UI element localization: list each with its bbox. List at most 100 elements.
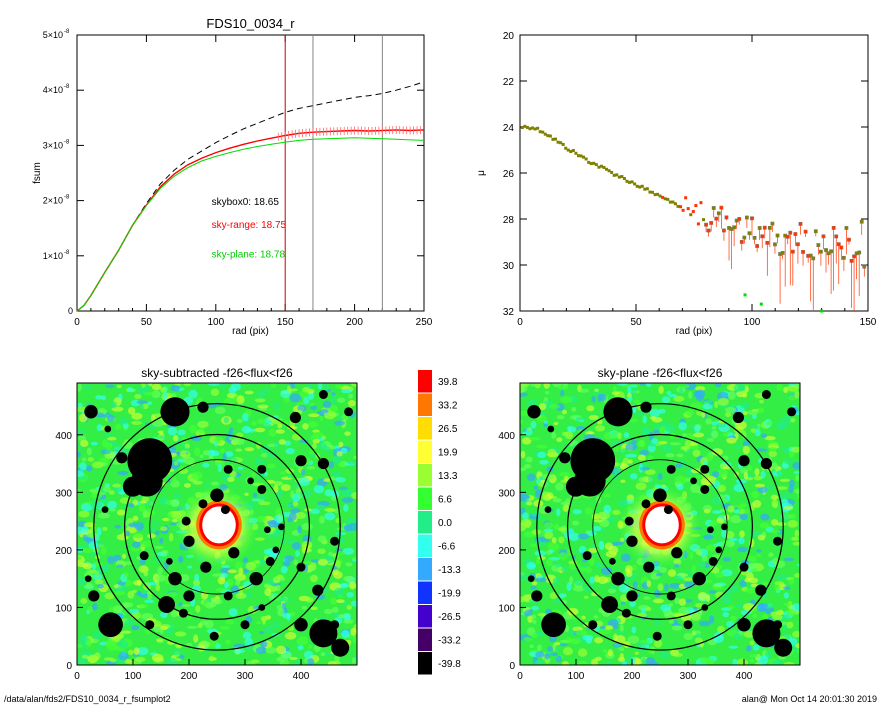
mu-outer-marker (765, 240, 770, 245)
img-left-noise-blob (334, 384, 344, 389)
img-right-noise-blob (562, 409, 567, 415)
img-left-noise-blob (105, 639, 117, 647)
img-left-noise-blob (273, 484, 279, 494)
img-left-noise-blob (278, 439, 286, 445)
img-right-noise-blob (623, 432, 630, 438)
img-right-noise-blob (632, 581, 638, 590)
img-right-noise-blob (521, 431, 527, 437)
img-left-noise-blob (350, 627, 357, 636)
mu-outer-marker (785, 234, 790, 239)
img-left-noise-blob (254, 398, 266, 403)
img-left-noise-blob (235, 448, 243, 452)
img-right-noise-blob (683, 632, 694, 641)
img-right-noise-blob (606, 660, 612, 665)
img-right-mask-source (588, 620, 598, 630)
img-left-noise-blob (87, 639, 92, 648)
img-left-mask-source (240, 620, 250, 630)
img-left-noise-blob (275, 645, 287, 655)
mu-point (684, 196, 688, 200)
mu-point (737, 217, 741, 221)
img-left-x-tick-label: 400 (293, 671, 310, 682)
img-right-noise-blob (529, 644, 534, 648)
img-left-noise-blob (154, 530, 160, 536)
img-right-noise-blob (639, 449, 650, 456)
img-left-mask-source (223, 464, 233, 474)
img-right-noise-blob (563, 647, 573, 656)
img-right-noise-blob (619, 624, 624, 633)
img-left-noise-blob (310, 452, 317, 457)
img-right-noise-blob (531, 632, 538, 639)
img-left-noise-blob (303, 650, 314, 659)
img-left-mask-source (330, 536, 340, 546)
img-right-noise-blob (536, 575, 544, 579)
img-right-noise-blob (769, 529, 781, 534)
img-right-noise-blob (765, 650, 773, 660)
img-right-noise-blob (757, 603, 769, 608)
img-right-noise-blob (551, 537, 557, 544)
mu-point (832, 226, 836, 230)
img-left-noise-blob (161, 482, 167, 487)
img-left-noise-blob (310, 435, 319, 440)
mu-outer-marker (716, 211, 721, 216)
img-left-mask-source (84, 405, 98, 419)
img-right-noise-blob (593, 615, 599, 619)
img-left-noise-blob (87, 654, 98, 664)
img-right-x-tick-label: 300 (680, 671, 697, 682)
img-left-noise-blob (230, 585, 240, 594)
mu-outer-marker (737, 217, 742, 221)
img-right-noise-blob (704, 657, 715, 665)
img-right-noise-blob (783, 586, 791, 590)
img-left-noise-blob (320, 652, 326, 657)
mu-point (574, 151, 578, 155)
img-right-noise-blob (683, 581, 695, 589)
img-left-noise-blob (345, 562, 353, 567)
img-right-noise-blob (575, 416, 586, 421)
img-right-noise-blob (576, 660, 589, 665)
img-right-noise-blob (520, 392, 528, 397)
mu-point (837, 242, 841, 246)
img-right-noise-blob (783, 661, 795, 665)
mu-outer-marker (813, 229, 818, 234)
img-left-noise-blob (172, 649, 183, 655)
img-right-noise-blob (765, 421, 772, 426)
img-right-mask-source (643, 561, 655, 573)
colorbar-label-7: -6.6 (438, 541, 456, 552)
img-left-noise-blob (317, 548, 326, 555)
img-right-noise-blob (639, 639, 651, 644)
mu-point (656, 192, 660, 196)
img-left-noise-blob (77, 643, 83, 649)
img-right-noise-blob (545, 558, 553, 567)
img-right-noise-blob (792, 630, 800, 638)
img-left-noise-blob (322, 383, 330, 391)
img-right-noise-blob (565, 498, 571, 507)
img-right-noise-blob (665, 611, 676, 617)
img-left-noise-blob (117, 639, 129, 649)
img-left-noise-blob (324, 508, 336, 512)
img-right-noise-blob (774, 583, 781, 592)
img-left-noise-blob (303, 396, 310, 405)
fsum-y-tick-mantissa: 0 (68, 306, 73, 316)
img-right-noise-blob (527, 399, 537, 407)
img-left-noise-blob (106, 414, 115, 422)
img-left-noise-blob (280, 653, 292, 658)
img-right-mask-source (544, 506, 552, 513)
img-right-noise-blob (730, 515, 742, 524)
mu-point (768, 226, 772, 230)
img-left-noise-blob (298, 477, 311, 487)
img-right-noise-blob (725, 412, 732, 418)
img-left-noise-blob (87, 606, 94, 613)
mu-outer-marker (767, 225, 772, 230)
img-right-noise-blob (680, 445, 690, 451)
img-right-noise-blob (618, 448, 627, 454)
mu-y-axis-label: μ (476, 170, 487, 176)
fsum-y-tick-mantissa: 3×10 (43, 140, 63, 150)
img-right-noise-blob (524, 519, 532, 529)
img-right-noise-blob (579, 567, 586, 573)
img-left-noise-blob (103, 432, 113, 436)
img-right-mask-source (715, 546, 723, 554)
img-left-noise-blob (310, 606, 318, 611)
img-right-noise-blob (544, 653, 551, 660)
mu-outer-marker (780, 251, 785, 255)
mu-outer-marker (775, 233, 780, 238)
img-right-noise-blob (653, 638, 663, 648)
